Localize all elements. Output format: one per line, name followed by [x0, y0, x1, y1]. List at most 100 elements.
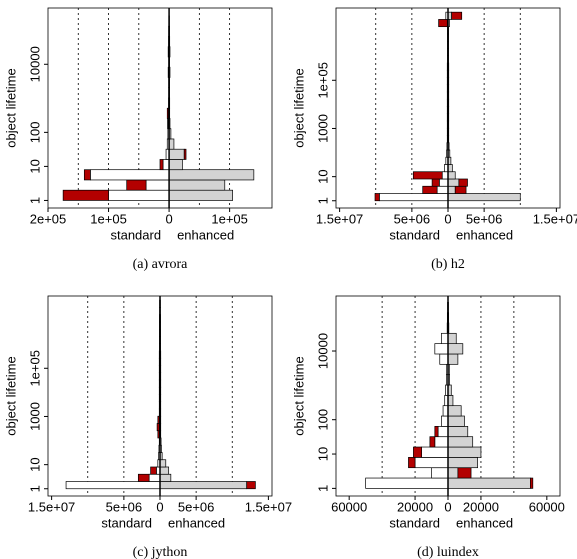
x-tick-label: 60000 — [331, 499, 367, 514]
caption: (b) h2 — [431, 257, 465, 272]
standard-excess-bar — [150, 466, 157, 475]
enhanced-bar — [447, 178, 460, 187]
standard-bar — [414, 457, 449, 469]
y-tick-label: 1000 — [27, 402, 42, 431]
x-axis-label-left: standard — [389, 515, 440, 530]
standard-bar — [439, 353, 449, 365]
enhanced-bar — [447, 415, 465, 427]
enhanced-bar — [168, 159, 183, 171]
x-tick-label: 0 — [165, 211, 172, 226]
y-tick-label: 1 — [27, 485, 42, 492]
standard-excess-bar — [156, 423, 160, 432]
y-tick-label: 10000 — [315, 333, 330, 369]
enhanced-excess-bar — [454, 185, 467, 194]
y-axis-label: object lifetime — [3, 68, 18, 147]
x-tick-label: 2e+05 — [30, 211, 67, 226]
standard-bar — [148, 473, 161, 482]
standard-excess-bar — [62, 189, 109, 201]
enhanced-bar — [447, 467, 459, 479]
standard-excess-bar — [157, 415, 160, 424]
standard-excess-bar — [126, 179, 147, 191]
y-tick-label: 1e+05 — [27, 350, 42, 387]
y-tick-label: 10 — [27, 457, 42, 471]
x-tick-label: 0 — [444, 499, 451, 514]
x-tick-label: 0 — [444, 211, 451, 226]
enhanced-bar — [447, 436, 474, 448]
y-tick-label: 100 — [27, 122, 42, 144]
y-axis-label: object lifetime — [291, 356, 306, 435]
enhanced-bar — [168, 148, 185, 160]
x-axis-label-right: enhanced — [168, 515, 225, 530]
x-axis-label-left: standard — [110, 227, 161, 242]
x-tick-label: 1.5e+07 — [28, 499, 75, 514]
standard-excess-bar — [431, 178, 440, 187]
enhanced-bar — [447, 343, 464, 355]
standard-excess-bar — [429, 436, 436, 448]
x-tick-label: 1.5e+07 — [245, 499, 292, 514]
x-tick-label: 20000 — [463, 499, 499, 514]
y-tick-label: 10 — [315, 447, 330, 461]
x-tick-label: 1.5e+07 — [316, 211, 363, 226]
x-tick-label: 1e+05 — [90, 211, 127, 226]
x-tick-label: 60000 — [529, 499, 565, 514]
standard-bar — [379, 193, 449, 202]
y-tick-label: 100 — [315, 409, 330, 431]
standard-excess-bar — [137, 473, 150, 482]
x-axis-label-left: standard — [101, 515, 152, 530]
x-tick-label: 5e+06 — [106, 499, 143, 514]
x-tick-label: 1e+05 — [211, 211, 248, 226]
enhanced-bar — [447, 332, 457, 345]
standard-bar — [421, 446, 449, 458]
enhanced-bar — [447, 446, 482, 458]
standard-excess-bar — [422, 185, 438, 194]
standard-bar — [90, 169, 170, 181]
enhanced-excess-bar — [451, 11, 463, 20]
enhanced-bar — [447, 457, 478, 469]
x-axis-label-left: standard — [389, 227, 440, 242]
y-axis-label: object lifetime — [291, 68, 306, 147]
enhanced-bar — [447, 353, 459, 365]
standard-excess-bar — [167, 118, 169, 130]
y-tick-label: 10 — [27, 159, 42, 173]
standard-bar — [441, 332, 449, 345]
enhanced-excess-bar — [246, 481, 256, 490]
enhanced-bar — [159, 466, 170, 475]
enhanced-excess-bar — [183, 148, 187, 160]
enhanced-bar — [447, 426, 469, 438]
enhanced-bar — [159, 473, 172, 482]
enhanced-excess-bar — [458, 178, 468, 187]
x-axis-label-right: enhanced — [177, 227, 234, 242]
standard-bar — [162, 159, 170, 171]
y-tick-label: 1000 — [315, 114, 330, 143]
standard-excess-bar — [413, 446, 422, 458]
y-tick-label: 10000 — [27, 46, 42, 82]
standard-bar — [431, 467, 449, 479]
y-tick-label: 1 — [315, 485, 330, 492]
standard-excess-bar — [159, 159, 164, 171]
enhanced-bar — [447, 185, 456, 194]
standard-bar — [434, 343, 449, 355]
standard-bar — [436, 185, 449, 194]
standard-bar — [108, 189, 170, 201]
standard-excess-bar — [166, 107, 169, 119]
y-tick-label: 1e+05 — [315, 62, 330, 99]
plot-frame — [47, 7, 273, 209]
standard-excess-bar — [408, 457, 416, 469]
x-axis-label-right: enhanced — [456, 227, 513, 242]
standard-excess-bar — [434, 426, 439, 438]
enhanced-bar — [447, 477, 531, 489]
x-tick-label: 1.5e+07 — [533, 211, 577, 226]
enhanced-bar — [168, 179, 226, 191]
x-axis-label-right: enhanced — [456, 515, 513, 530]
enhanced-excess-bar — [530, 477, 534, 489]
enhanced-bar — [447, 405, 462, 417]
standard-bar — [434, 436, 449, 448]
enhanced-excess-bar — [457, 467, 472, 479]
standard-bar — [65, 481, 161, 490]
standard-excess-bar — [83, 169, 91, 181]
enhanced-bar — [159, 459, 167, 468]
standard-excess-bar — [438, 19, 448, 28]
x-tick-label: 0 — [156, 499, 163, 514]
enhanced-bar — [159, 481, 248, 490]
